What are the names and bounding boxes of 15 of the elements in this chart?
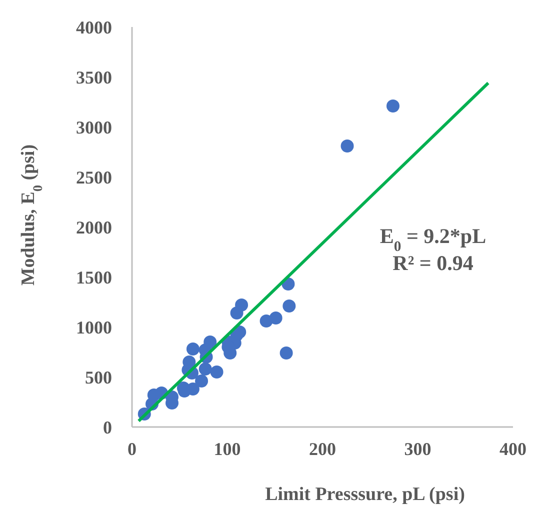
y-tick-label: 4000	[76, 17, 112, 38]
y-tick-label: 3000	[76, 117, 112, 138]
y-tick-label: 2000	[76, 217, 112, 238]
y-tick-label: 3500	[76, 67, 112, 88]
x-tick-label: 100	[214, 439, 241, 459]
x-tick-label: 300	[404, 439, 432, 459]
x-tick-label: 0	[128, 439, 136, 459]
y-tick-label: 1000	[76, 317, 112, 338]
y-tick-label: 500	[85, 367, 112, 388]
y-tick-label: 0	[103, 417, 112, 438]
y-tick-label: 2500	[76, 167, 112, 188]
x-tick-label: 200	[309, 439, 336, 459]
x-axis-title: Limit Presssure, pL (psi)	[265, 484, 465, 505]
x-tick-label: 400	[500, 439, 526, 459]
y-tick-label: 1500	[76, 267, 112, 288]
